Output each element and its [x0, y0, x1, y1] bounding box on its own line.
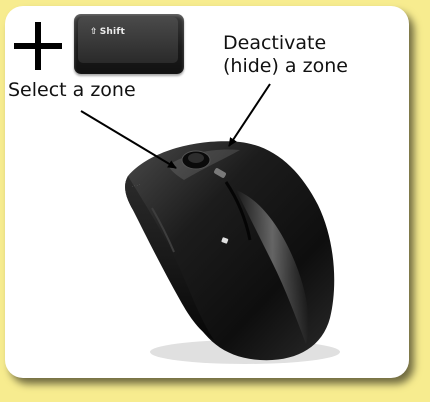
- deactivate-label-line2: (hide) a zone: [223, 55, 348, 77]
- shift-key-cap: ⇧ Shift: [78, 17, 178, 63]
- brand-text-decor: · · · ·: [131, 182, 141, 189]
- select-zone-label: Select a zone: [8, 79, 136, 101]
- center-groove: [224, 181, 252, 241]
- plus-icon: [14, 22, 62, 70]
- shift-key-image: ⇧ Shift: [74, 14, 184, 74]
- thumb-buttons-line: [151, 207, 175, 253]
- shift-key-label: ⇧ Shift: [90, 27, 125, 37]
- mouse-body: [125, 141, 335, 361]
- deactivate-zone-arrow: [228, 83, 271, 147]
- select-zone-arrow: [80, 110, 177, 169]
- mouse-side-panel: [125, 176, 214, 340]
- mouse-highlight: [236, 190, 309, 344]
- deactivate-label-line1: Deactivate: [223, 32, 327, 54]
- shift-arrow-icon: ⇧: [90, 27, 98, 37]
- battery-indicator: [221, 237, 229, 244]
- mode-button: [214, 168, 226, 178]
- scroll-wheel-top: [188, 153, 204, 163]
- deactivate-zone-label: Deactivate (hide) a zone: [223, 32, 348, 78]
